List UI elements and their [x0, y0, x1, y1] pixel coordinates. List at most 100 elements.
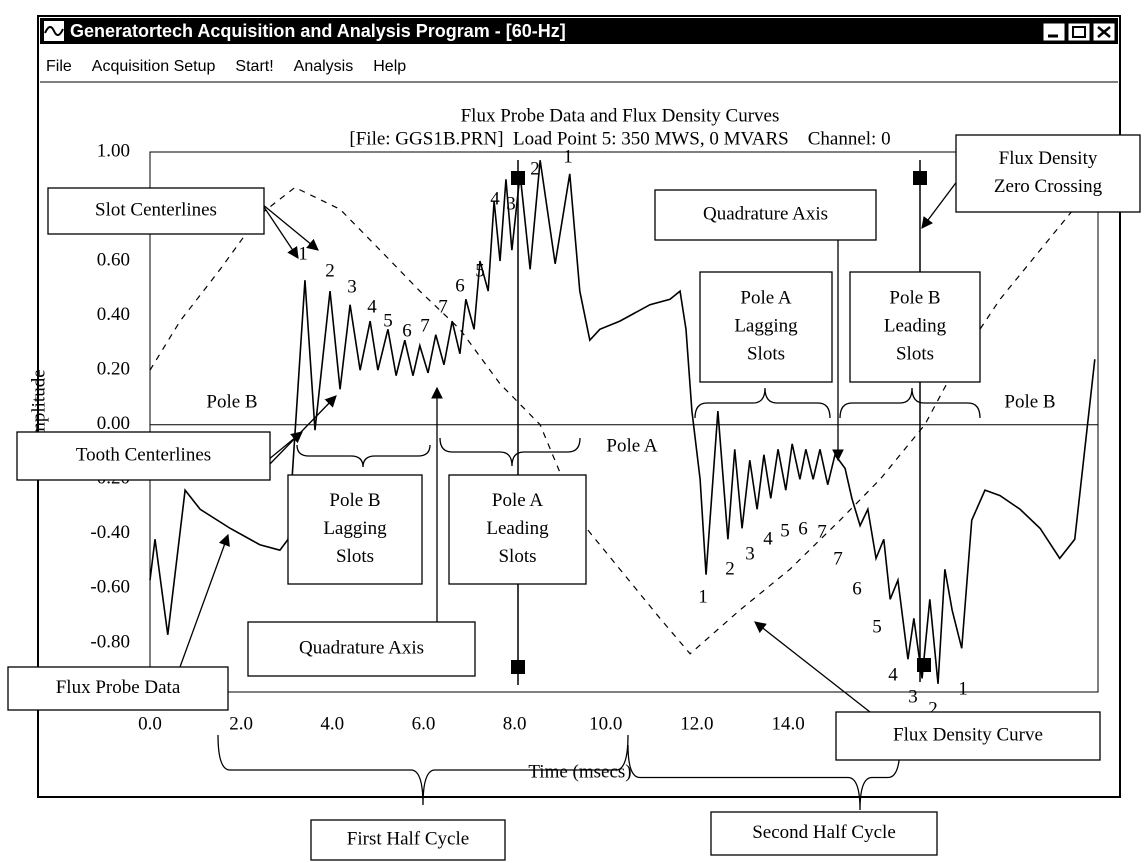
callout-text: Pole A [492, 490, 543, 511]
window-buttons[interactable] [1042, 22, 1116, 42]
slot-label: 2 [530, 158, 540, 179]
menu-bar: File Acquisition Setup Start! Analysis Help [46, 58, 406, 75]
callout-box [310, 819, 506, 861]
callout-text: Leading [486, 518, 549, 539]
axis-marker [917, 658, 931, 672]
callout-text: Slots [498, 546, 536, 567]
y-tick-label: 0.00 [97, 413, 130, 434]
slot-label: 3 [347, 276, 357, 297]
slot-label: 3 [908, 686, 918, 707]
slot-label: 7 [438, 296, 448, 317]
x-tick-label: 14.0 [771, 713, 804, 734]
arrow [179, 533, 230, 668]
x-tick-label: 8.0 [503, 713, 527, 734]
close-glyph [1097, 26, 1111, 38]
slot-label: 3 [506, 193, 516, 214]
y-tick-label: 0.40 [97, 304, 130, 325]
slot-label: 4 [490, 188, 500, 209]
slot-label: 1 [563, 146, 573, 167]
axis-marker [511, 171, 525, 185]
arrows [179, 179, 959, 713]
braces [217, 387, 981, 811]
slot-label: 5 [475, 260, 485, 281]
callout-box [699, 271, 833, 383]
callout-text: Slots [747, 343, 785, 364]
callout-box [16, 431, 271, 481]
x-axis-label: Time (msecs) [528, 761, 631, 782]
chart-title: Flux Probe Data and Flux Density Curves [461, 105, 780, 126]
callout-box [247, 621, 476, 677]
menu-item[interactable]: Start! [235, 58, 273, 75]
callout-text: Pole B [329, 490, 380, 511]
chart-subtitle: [File: GGS1B.PRN] Load Point 5: 350 MWS,… [349, 128, 890, 149]
title-bar [40, 18, 1118, 44]
arrow [261, 203, 299, 259]
plot-frame [149, 151, 1099, 693]
callout-text: Flux Probe Data [56, 677, 181, 698]
menu-item[interactable]: Analysis [294, 58, 354, 75]
callout-text: Pole A [740, 287, 791, 308]
callout-text: Leading [884, 315, 947, 336]
x-tick-label: 6.0 [412, 713, 436, 734]
brace [839, 387, 981, 419]
callout-text: Lagging [323, 518, 387, 539]
maximize-button[interactable] [1067, 22, 1091, 42]
slot-label: 6 [402, 320, 412, 341]
callout-text: Slots [896, 343, 934, 364]
callout-text: Slots [336, 546, 374, 567]
region-label: Pole B [206, 391, 257, 412]
region-label: Pole B [1004, 391, 1055, 412]
menu-item[interactable]: Help [373, 58, 406, 75]
x-tick-label: 12.0 [680, 713, 713, 734]
callout-box [7, 666, 229, 711]
slot-label: 2 [928, 698, 938, 719]
callout-text: Flux Density [999, 148, 1098, 169]
app-icon [44, 21, 64, 41]
y-tick-label: 1.00 [97, 140, 130, 161]
menu-item[interactable]: Acquisition Setup [92, 58, 216, 75]
slot-label: 7 [817, 521, 827, 542]
slot-label: 6 [852, 578, 862, 599]
callout-box [448, 474, 587, 585]
callout-box [955, 134, 1141, 213]
callout-box [47, 187, 265, 235]
y-tick-label: -0.80 [90, 631, 130, 652]
brace [694, 387, 831, 419]
callouts: Slot Centerlines Quadrature Axis Flux Dens… [7, 134, 1141, 861]
brace [439, 437, 581, 467]
slot-label: 4 [367, 296, 377, 317]
slot-label: 4 [763, 528, 773, 549]
slot-label: 1 [698, 586, 708, 607]
arrow [267, 395, 337, 467]
y-tick-label: -0.60 [90, 577, 130, 598]
callout-text: Second Half Cycle [752, 822, 896, 843]
arrow [921, 179, 959, 229]
axis-marker [913, 171, 927, 185]
slot-label: 6 [455, 275, 465, 296]
y-tick-label: -0.40 [90, 522, 130, 543]
slot-label: 5 [780, 520, 790, 541]
axis-marker [511, 660, 525, 674]
callout-text: Quadrature Axis [299, 637, 424, 658]
y-tick-label: 0.60 [97, 249, 130, 270]
region-label: Pole A [606, 435, 657, 456]
callout-text: Zero Crossing [994, 176, 1103, 197]
callout-text: Slot Centerlines [95, 199, 217, 220]
flux-probe-curve [149, 160, 1096, 684]
brace [217, 734, 629, 806]
arrow [754, 621, 871, 713]
window-title: Generatortech Acquisition and Analysis P… [70, 21, 566, 41]
callout-text: Quadrature Axis [703, 203, 828, 224]
menu-item[interactable]: File [46, 58, 72, 75]
x-tick-label: 2.0 [229, 713, 253, 734]
x-tick-label: 10.0 [589, 713, 622, 734]
pole-axis-markers [511, 160, 931, 685]
x-tick-label: 0.0 [138, 713, 162, 734]
minimize-button[interactable] [1042, 22, 1066, 42]
callout-box [654, 189, 877, 241]
arrow [261, 203, 319, 251]
slot-label: 1 [298, 243, 308, 264]
callout-text: Tooth Centerlines [76, 444, 211, 465]
